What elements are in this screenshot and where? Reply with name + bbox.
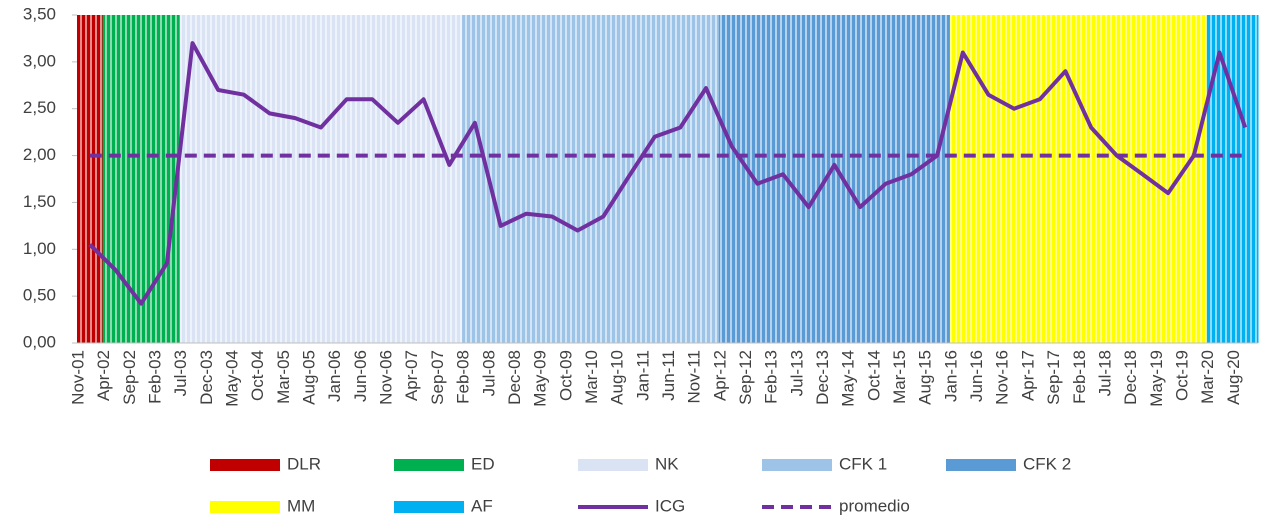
y-tick-label: 3,00 <box>23 51 56 70</box>
y-tick-label: 1,00 <box>23 239 56 258</box>
x-tick-label: Jan-16 <box>941 350 960 402</box>
x-tick-label: Dec-13 <box>813 350 832 405</box>
x-tick-label: Mar-20 <box>1198 350 1217 404</box>
x-tick-label: Feb-13 <box>762 350 781 404</box>
x-tick-label: Sep-12 <box>736 350 755 405</box>
x-tick-label: Aug-20 <box>1224 350 1243 405</box>
x-tick-label: Jan-11 <box>633 350 652 401</box>
x-tick-label: May-19 <box>1147 350 1166 407</box>
x-tick-label: Apr-07 <box>402 350 421 401</box>
x-tick-label: Mar-15 <box>890 350 909 404</box>
x-tick-label: Apr-12 <box>710 350 729 401</box>
labels: 0,00 0,50 1,00 1,50 2,00 2,50 3,00 3,50 Nov-01 Ap… <box>23 4 1243 515</box>
legend-label: NK <box>655 454 679 473</box>
y-tick-label: 1,50 <box>23 192 56 211</box>
x-tick-label: Apr-02 <box>94 350 113 401</box>
legend-swatch <box>762 459 832 471</box>
legend-label: MM <box>287 496 315 515</box>
y-tick-label: 3,50 <box>23 4 56 23</box>
legend-swatch <box>210 501 280 513</box>
legend-swatch <box>394 501 464 513</box>
legend-swatch <box>210 459 280 471</box>
x-tick-label: Jun-11 <box>659 350 678 401</box>
legend-label: CFK 1 <box>839 454 887 473</box>
x-tick-label: Nov-01 <box>68 350 87 405</box>
x-tick-label: Jul-13 <box>787 350 806 396</box>
x-tick-label: Oct-14 <box>864 350 883 401</box>
x-tick-label: Jun-06 <box>351 350 370 402</box>
x-tick-label: Mar-10 <box>582 350 601 404</box>
x-tick-label: Oct-19 <box>1172 350 1191 401</box>
data-line <box>88 41 1248 306</box>
x-tick-label: Jul-03 <box>171 350 190 396</box>
legend-swatch <box>578 459 648 471</box>
x-tick-label: Aug-05 <box>300 350 319 405</box>
legend-label: ICG <box>655 496 685 515</box>
legend-swatch <box>946 459 1016 471</box>
y-tick-label: 0,50 <box>23 286 56 305</box>
x-tick-label: Nov-06 <box>377 350 396 405</box>
x-tick-label: Oct-04 <box>248 350 267 401</box>
x-tick-label: Nov-11 <box>685 350 704 404</box>
legend-label: promedio <box>839 496 910 515</box>
x-tick-label: Nov-16 <box>993 350 1012 405</box>
x-tick-label: Dec-03 <box>197 350 216 405</box>
x-tick-label: May-04 <box>223 350 242 407</box>
legend-swatch <box>394 459 464 471</box>
x-tick-label: May-09 <box>531 350 550 407</box>
x-tick-label: Dec-08 <box>505 350 524 405</box>
legend-label: CFK 2 <box>1023 454 1071 473</box>
x-tick-label: Jan-06 <box>325 350 344 402</box>
x-tick-label: Sep-02 <box>120 350 139 405</box>
x-tick-label: Sep-17 <box>1044 350 1063 405</box>
legend-label: ED <box>471 454 495 473</box>
x-tick-label: Sep-07 <box>428 350 447 405</box>
x-tick-label: Oct-09 <box>556 350 575 401</box>
y-tick-label: 2,50 <box>23 98 56 117</box>
x-tick-label: Mar-05 <box>274 350 293 404</box>
x-tick-label: Apr-17 <box>1018 350 1037 401</box>
x-tick-label: Feb-08 <box>454 350 473 404</box>
x-tick-label: Dec-18 <box>1121 350 1140 405</box>
stripe-overlay <box>77 15 1258 343</box>
x-tick-label: Jun-16 <box>967 350 986 402</box>
lines <box>88 41 1248 306</box>
x-tick-label: Jul-18 <box>1095 350 1114 396</box>
x-tick-label: Feb-03 <box>146 350 165 404</box>
legend-label: AF <box>471 496 493 515</box>
x-tick-label: Jul-08 <box>479 350 498 396</box>
legend-label: DLR <box>287 454 321 473</box>
x-tick-label: Feb-18 <box>1070 350 1089 404</box>
x-tick-label: May-14 <box>839 350 858 407</box>
x-tick-label: Aug-15 <box>916 350 935 405</box>
y-tick-label: 2,00 <box>23 145 56 164</box>
x-tick-label: Aug-10 <box>608 350 627 405</box>
y-tick-label: 0,00 <box>23 332 56 351</box>
